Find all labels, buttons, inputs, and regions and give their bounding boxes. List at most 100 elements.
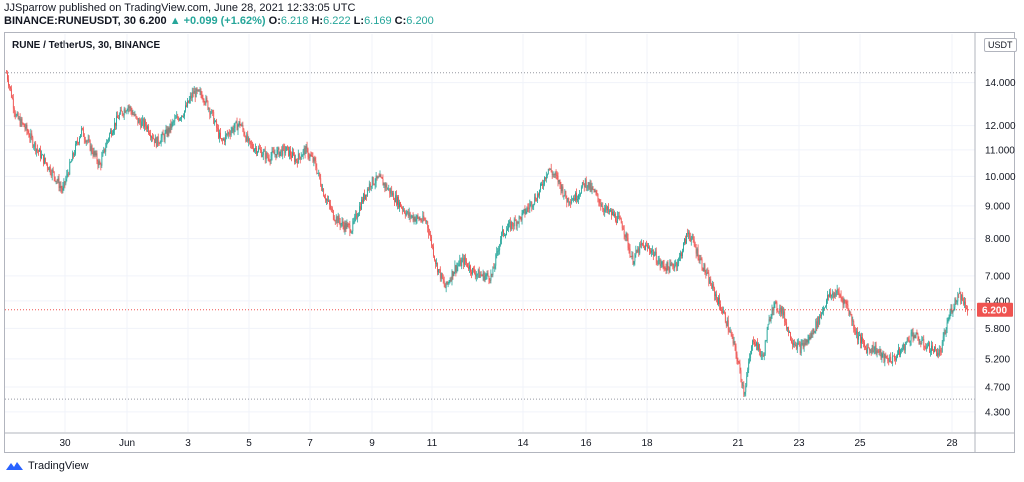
candle-body: [36, 148, 38, 152]
candle-body: [135, 114, 137, 117]
footer-brand[interactable]: TradingView: [6, 460, 89, 472]
currency-button[interactable]: USDT: [984, 38, 1017, 52]
candle-body: [837, 289, 839, 292]
candle-body: [428, 228, 430, 234]
candle-body: [536, 200, 538, 202]
candle-body: [342, 221, 344, 226]
candle-body: [919, 342, 921, 344]
candle-body: [749, 357, 751, 362]
candle-body: [470, 265, 471, 272]
candle-body: [153, 138, 155, 144]
candle-body: [497, 251, 499, 252]
candle-body: [191, 92, 193, 99]
price-tick-label: 14.000: [985, 78, 1016, 89]
candle-body: [844, 299, 846, 302]
candle-body: [449, 279, 451, 283]
candle-body: [740, 370, 742, 380]
candle-body: [503, 229, 504, 236]
candle-body: [110, 130, 112, 134]
candle-body: [598, 198, 600, 204]
candle-body: [182, 115, 184, 117]
candle-body: [13, 108, 15, 113]
candle-body: [532, 205, 534, 208]
reference-lines: [5, 72, 975, 400]
time-axis[interactable]: 30 Jun 3 5 7 9 11 14 16 18 21 23 25 28: [5, 432, 1014, 449]
candle-body: [697, 249, 699, 260]
open-value: 6.218: [280, 15, 309, 27]
candle-body: [406, 211, 408, 213]
candle-body: [70, 162, 72, 163]
candle-body: [311, 156, 313, 157]
candle-body: [227, 132, 229, 135]
candle-body: [659, 259, 661, 266]
candle-body: [819, 315, 821, 324]
candle-body: [157, 136, 159, 144]
candle-body: [328, 200, 329, 202]
candle-body: [235, 121, 237, 123]
candle-body: [618, 215, 620, 219]
candle-body: [21, 119, 23, 124]
candle-body: [623, 229, 625, 235]
candle-body: [66, 173, 68, 179]
candle-body: [893, 355, 895, 357]
candle-body: [700, 258, 702, 260]
candle-body: [245, 136, 247, 142]
candle-body: [301, 155, 303, 157]
candle-body: [745, 385, 747, 392]
candle-body: [16, 113, 18, 116]
candle-body: [548, 168, 550, 170]
candle-body: [795, 344, 797, 349]
candle-body: [846, 304, 848, 305]
candle-body: [607, 206, 609, 211]
candle-body: [214, 121, 216, 124]
candle-body: [115, 122, 116, 126]
candle-body: [375, 175, 377, 183]
candle-body: [457, 265, 459, 267]
candle-body: [741, 379, 743, 386]
candle-body: [815, 321, 817, 332]
candle-body: [260, 150, 262, 157]
candle-body: [677, 263, 679, 267]
candle-body: [194, 90, 196, 98]
candle-body: [19, 117, 21, 126]
candle-body: [490, 273, 492, 281]
candle-body: [816, 321, 818, 328]
candle-body: [811, 333, 813, 335]
candle-body: [744, 391, 746, 395]
candle-body: [712, 284, 714, 289]
candle-body: [87, 139, 89, 142]
candle-body: [248, 138, 250, 142]
candle-body: [932, 345, 933, 351]
candle-body: [863, 341, 864, 343]
candle-body: [402, 207, 403, 210]
price-tick-label: 8.000: [985, 234, 1010, 245]
candle-body: [589, 183, 591, 189]
price-tick-label: 11.000: [985, 145, 1015, 156]
candle-body: [792, 342, 793, 345]
candle-body: [407, 211, 409, 216]
candle-body: [729, 331, 731, 333]
candle-body: [937, 352, 938, 356]
candle-body: [147, 126, 148, 129]
candle-body: [465, 257, 467, 262]
candle-body: [927, 345, 929, 347]
candle-body: [937, 352, 939, 356]
candle-body: [24, 126, 26, 129]
candle-body: [858, 335, 860, 340]
candle-body: [643, 245, 645, 246]
candle-body: [283, 146, 285, 148]
candle-body: [704, 264, 706, 274]
candle-body: [766, 329, 768, 341]
candle-body: [439, 269, 441, 279]
candle-body: [208, 108, 210, 110]
candle-body: [220, 132, 221, 139]
candle-body: [80, 134, 81, 139]
price-axis[interactable]: 14.000 12.000 11.000 10.000 9.000 8.000 7.000 6…: [974, 33, 1016, 452]
candle-body: [715, 294, 717, 297]
candle-body: [399, 202, 400, 208]
candle-body: [474, 269, 475, 274]
candle-body: [786, 322, 788, 329]
candle-body: [466, 261, 468, 264]
candle-body: [480, 274, 482, 276]
